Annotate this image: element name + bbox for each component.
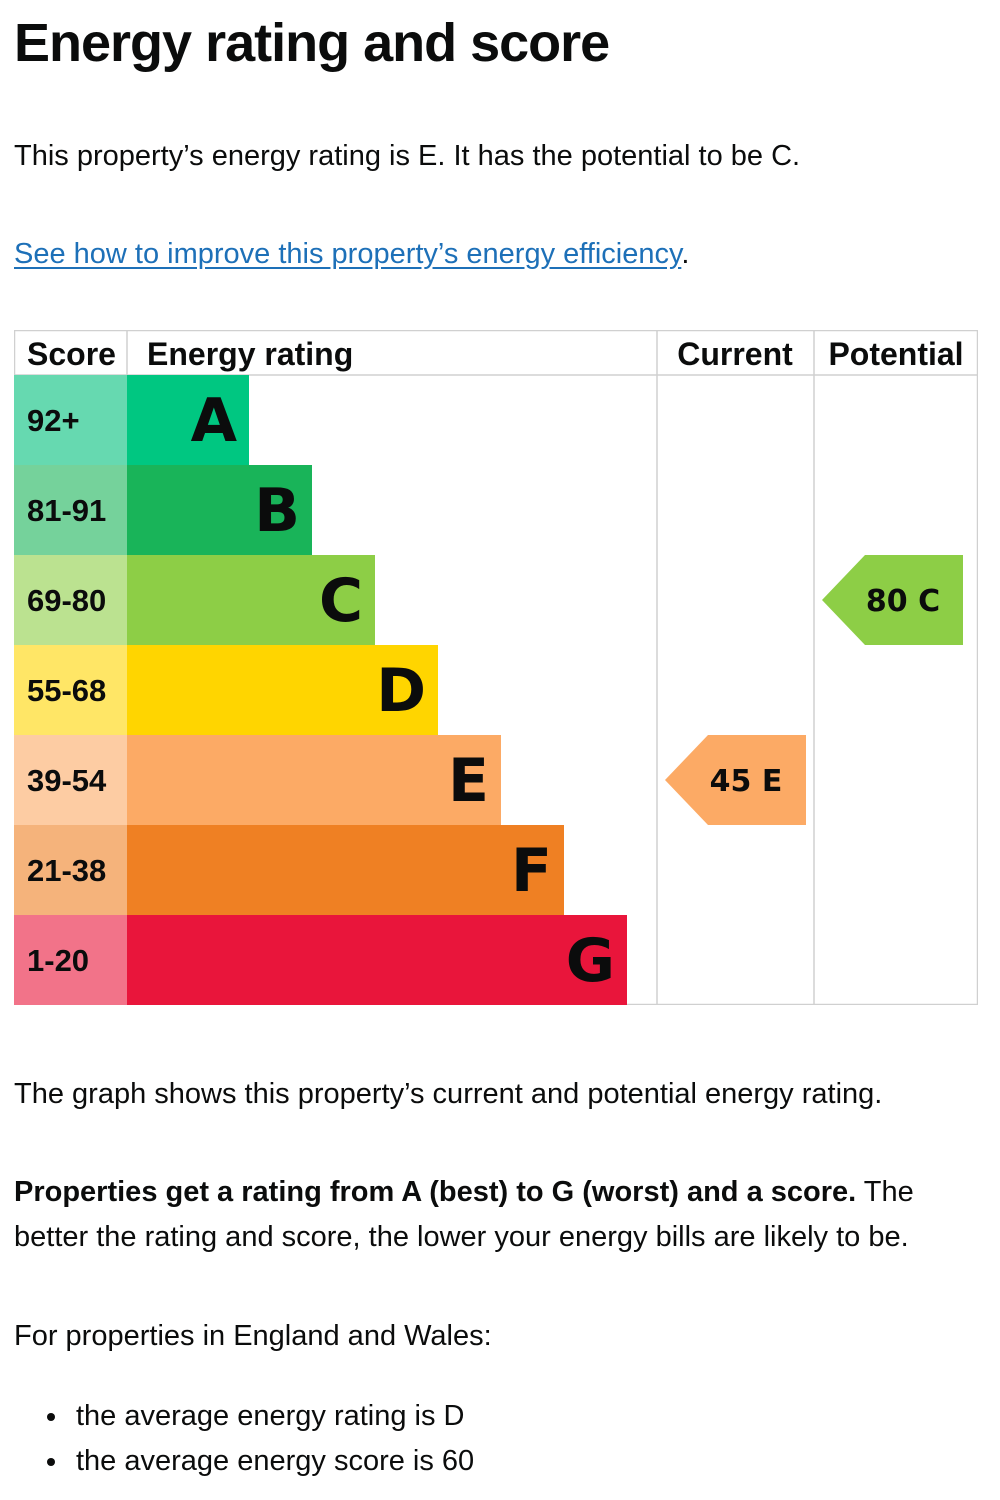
link-suffix: . — [681, 238, 690, 270]
score-range-label: 81-91 — [27, 493, 106, 528]
column-header: Potential — [828, 336, 963, 372]
score-cell — [14, 735, 127, 825]
improve-efficiency-link[interactable]: See how to improve this property’s energ… — [14, 238, 682, 270]
page-title: Energy rating and score — [14, 13, 610, 73]
graph-description: The graph shows this property’s current … — [14, 1078, 883, 1110]
potential-rating-label: 80 C — [866, 584, 940, 619]
score-range-label: 39-54 — [27, 763, 107, 798]
rating-bar — [127, 465, 312, 555]
rating-summary: This property’s energy rating is E. It h… — [14, 140, 801, 172]
score-cell — [14, 915, 127, 1005]
score-cell — [14, 465, 127, 555]
current-rating-arrow — [665, 735, 806, 825]
energy-rating-chart-svg: Score Energy rating Current Potential 92+ A 81… — [14, 330, 978, 1005]
rating-explanation-rest: The better the rating and score, the low… — [14, 1176, 914, 1253]
band-letter: C — [319, 566, 363, 636]
score-cell — [14, 375, 127, 465]
average-rating-text: the average energy rating is D — [76, 1400, 465, 1432]
improve-paragraph: See how to improve this property’s energ… — [14, 236, 689, 272]
rating-bar — [127, 645, 438, 735]
rating-bar — [127, 735, 501, 825]
rating-explanation: Properties get a rating from A (best) to… — [14, 1170, 984, 1260]
band-letter: B — [254, 476, 300, 546]
current-rating-label: 45 E — [710, 764, 783, 799]
band-letter: F — [511, 836, 552, 906]
rating-bar — [127, 825, 564, 915]
score-range-label: 1-20 — [27, 943, 89, 978]
column-header: Score — [27, 336, 116, 372]
score-range-label: 69-80 — [27, 583, 106, 618]
band-letter: E — [448, 746, 489, 816]
potential-rating-arrow — [822, 555, 963, 645]
column-header: Energy rating — [147, 336, 353, 372]
column-header: Current — [677, 336, 793, 372]
rating-bar — [127, 555, 375, 645]
rating-bar — [127, 375, 249, 465]
rating-explanation-bold: Properties get a rating from A (best) to… — [14, 1176, 857, 1208]
score-cell — [14, 825, 127, 915]
band-letter: D — [376, 656, 426, 726]
list-item: the average energy score is 60 — [14, 1439, 474, 1484]
score-range-label: 21-38 — [27, 853, 106, 888]
score-cell — [14, 645, 127, 735]
score-range-label: 92+ — [27, 403, 80, 438]
score-range-label: 55-68 — [27, 673, 106, 708]
average-score-text: the average energy score is 60 — [76, 1445, 475, 1477]
bullet-dot — [47, 1458, 55, 1466]
bullet-dot — [47, 1413, 55, 1421]
averages-list: the average energy rating is D the avera… — [14, 1394, 474, 1484]
score-cell — [14, 555, 127, 645]
energy-rating-chart: Score Energy rating Current Potential 92+ A 81… — [14, 330, 978, 1005]
list-item: the average energy rating is D — [14, 1394, 474, 1439]
band-letter: A — [191, 386, 238, 456]
band-letter: G — [566, 926, 615, 996]
region-note: For properties in England and Wales: — [14, 1320, 492, 1352]
rating-bar — [127, 915, 627, 1005]
